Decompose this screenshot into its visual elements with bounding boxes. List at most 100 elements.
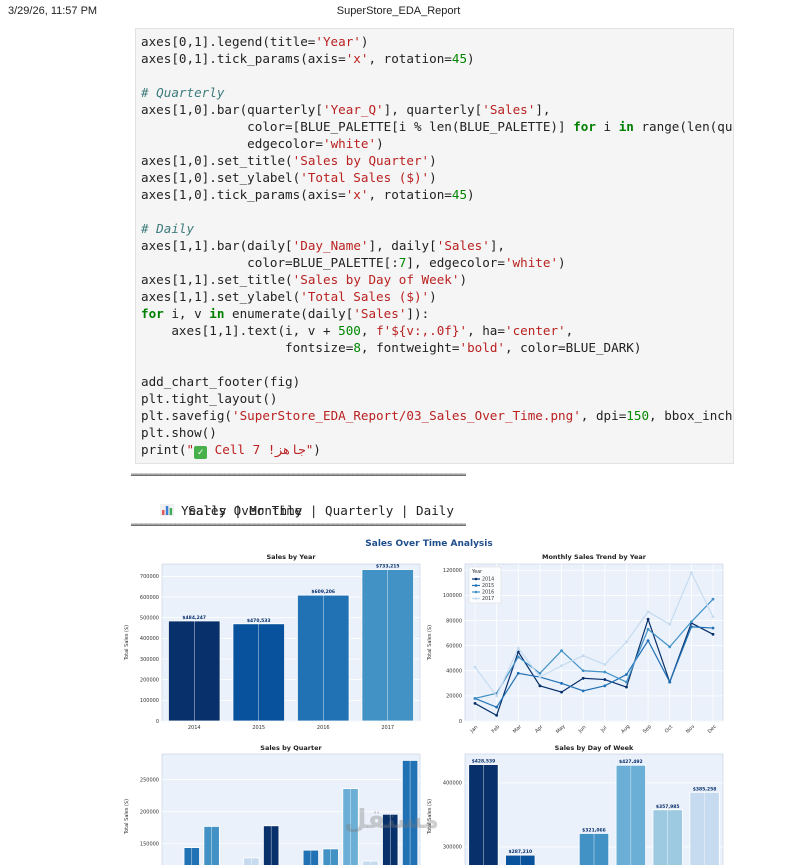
code-token: axes[1,1].bar(daily[: [141, 238, 293, 253]
code-token: color=[BLUE_PALETTE[i % len(BLUE_PALETTE…: [141, 119, 574, 134]
code-line: axes[0,1].legend(title='Year'): [141, 33, 733, 50]
x-tick-label: Apr: [534, 723, 545, 734]
code-token: , dpi=: [580, 408, 627, 423]
y-tick-label: 0: [156, 719, 159, 725]
data-point: [516, 650, 520, 654]
code-token: add_chart_footer(fig): [141, 374, 301, 389]
y-tick-label: 400000: [140, 636, 159, 642]
x-tick-label: Sep: [642, 724, 653, 735]
x-tick-label: Jan: [469, 724, 479, 734]
code-token: , ha=: [467, 323, 505, 338]
code-line: for i, v in enumerate(daily['Sales']):: [141, 305, 733, 322]
code-editor[interactable]: axes[0,1].legend(title='Year') axes[0,1].…: [136, 29, 733, 459]
data-point: [560, 649, 563, 653]
code-token: 8: [353, 340, 361, 355]
output-subtitle: Yearly | Monthly | Quarterly | Daily: [181, 503, 454, 518]
legend-marker: [474, 597, 478, 600]
y-tick-label: 100000: [443, 593, 462, 599]
data-label: $357,985: [656, 804, 680, 810]
data-label: $321,066: [582, 827, 606, 833]
print-date: 3/29/26, 11:57 PM: [8, 5, 98, 17]
code-token: ): [429, 153, 437, 168]
y-tick-label: 200000: [140, 677, 159, 683]
data-point: [646, 627, 650, 631]
chart-title: Monthly Sales Trend by Year: [542, 553, 647, 561]
code-token: ): [313, 442, 321, 457]
x-tick-label: Jul: [599, 725, 608, 734]
code-token: 'x': [345, 187, 369, 202]
code-cell[interactable]: axes[0,1].legend(title='Year') axes[0,1].…: [135, 28, 734, 464]
code-line: # Daily: [141, 220, 733, 237]
data-point: [581, 676, 585, 680]
code-line: add_chart_footer(fig): [141, 373, 733, 390]
code-token: 'Sales by Day of Week': [292, 272, 460, 287]
code-token: range(len(quarter: [641, 119, 733, 134]
y-tick-label: 700000: [140, 574, 159, 580]
code-token: axes[1,0].bar(quarterly[: [141, 102, 323, 117]
code-token: i: [595, 119, 619, 134]
code-token: 7: [398, 255, 407, 270]
data-label: $470,533: [247, 618, 271, 624]
code-token: color=BLUE_PALETTE[:: [141, 255, 399, 270]
data-point: [560, 681, 563, 685]
watermark-logo: مستقل: [344, 805, 440, 835]
code-line: axes[1,0].bar(quarterly['Year_Q'], quart…: [141, 101, 733, 118]
code-token: in: [209, 306, 225, 321]
data-point: [560, 664, 563, 668]
code-token: 'SuperStore_EDA_Report/03_Sales_Over_Tim…: [232, 408, 581, 423]
data-point: [625, 680, 628, 684]
code-token: ): [429, 289, 437, 304]
code-token: 150: [626, 408, 650, 423]
code-token: 'Total Sales ($)': [300, 289, 430, 304]
y-tick-label: 100000: [140, 698, 159, 704]
code-line: [141, 203, 733, 220]
code-token: ],: [535, 102, 551, 117]
output-rule-top: ════════════════════════════════════════…: [131, 471, 466, 481]
code-token: in: [618, 119, 634, 134]
code-token: , rotation=: [368, 51, 452, 66]
code-token: ],: [489, 238, 505, 253]
code-line: [141, 67, 733, 84]
code-token: , rotation=: [368, 187, 452, 202]
y-tick-label: 300000: [140, 657, 159, 663]
output-rule-bottom: ════════════════════════════════════════…: [131, 521, 466, 531]
code-token: axes[1,0].tick_params(axis=: [141, 187, 346, 202]
code-token: 'Sales': [353, 306, 407, 321]
x-tick-label: Feb: [491, 724, 502, 735]
code-token: , fontweight=: [360, 340, 460, 355]
code-line: plt.tight_layout(): [141, 390, 733, 407]
data-point: [689, 571, 693, 575]
check-mark-icon: ✓: [194, 446, 208, 459]
code-token: , bbox_inches=: [649, 408, 733, 423]
x-tick-label: Dec: [707, 724, 718, 735]
code-token: # Quarterly: [141, 85, 225, 100]
code-line: axes[1,1].set_ylabel('Total Sales ($)'): [141, 288, 733, 305]
code-token: Cell 7 !جاهز": [207, 442, 314, 457]
data-point: [603, 663, 607, 666]
data-point: [473, 696, 477, 700]
x-tick-label: Jun: [577, 724, 587, 734]
data-label: $287,210: [508, 849, 532, 855]
code-line: # Quarterly: [141, 84, 733, 101]
code-token: 'Sales by Quarter': [292, 153, 430, 168]
y-axis-label: Total Sales ($): [124, 625, 130, 661]
code-token: 'x': [345, 51, 369, 66]
code-token: enumerate(daily[: [224, 306, 354, 321]
code-line: axes[1,0].set_ylabel('Total Sales ($)'): [141, 169, 733, 186]
code-token: ): [360, 34, 369, 49]
code-token: axes[1,0].set_title(: [141, 153, 293, 168]
data-point: [625, 673, 628, 676]
series-line: [474, 571, 714, 698]
y-tick-label: 60000: [446, 643, 462, 649]
data-point: [711, 597, 715, 601]
code-token: ): [429, 170, 437, 185]
data-point: [711, 626, 715, 630]
code-token: ): [459, 272, 468, 287]
data-point: [668, 622, 672, 626]
code-line: fontsize=8, fontweight='bold', color=BLU…: [141, 339, 733, 356]
code-line: axes[1,0].set_title('Sales by Quarter'): [141, 152, 733, 169]
y-tick-label: 120000: [443, 568, 462, 574]
y-tick-label: 500000: [140, 616, 159, 622]
data-point: [689, 625, 693, 629]
code-token: fontsize=: [141, 340, 354, 355]
